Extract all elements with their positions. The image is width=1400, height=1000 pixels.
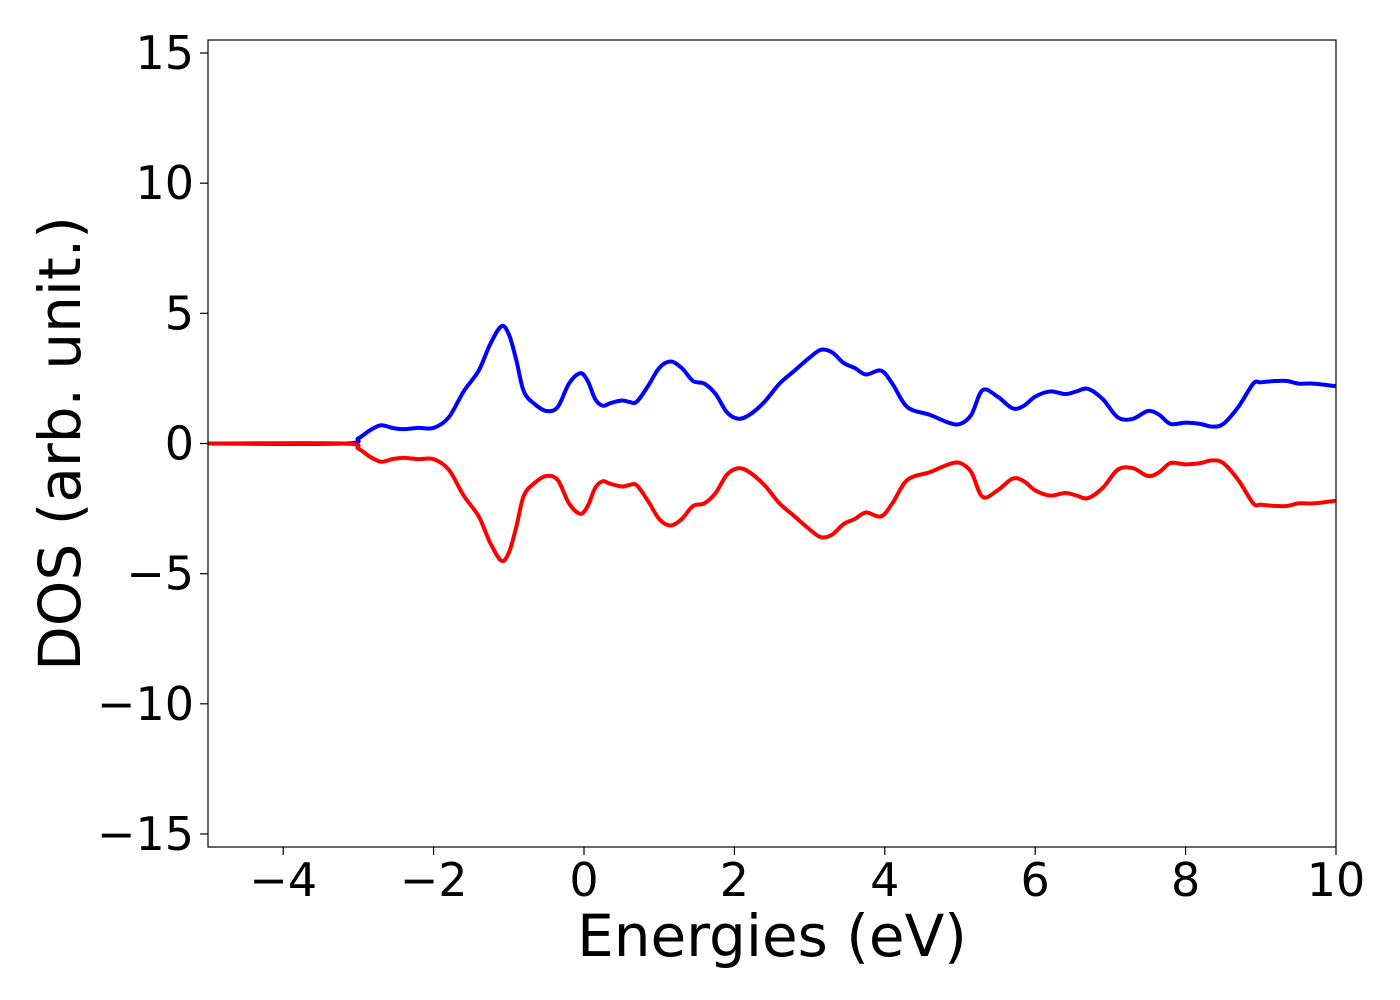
y-tick-label: 5 bbox=[165, 286, 194, 340]
x-tick-label: 8 bbox=[1171, 853, 1200, 907]
y-axis-label: DOS (arb. unit.) bbox=[26, 216, 94, 671]
y-tick-label: −15 bbox=[97, 807, 194, 861]
y-tick-label: −5 bbox=[126, 547, 194, 601]
series-line-spin-down bbox=[207, 441, 1337, 564]
x-tick-label: 0 bbox=[569, 853, 598, 907]
y-tick-label: 15 bbox=[135, 26, 194, 80]
x-tick-label: 2 bbox=[720, 853, 749, 907]
x-tick-label: 10 bbox=[1307, 853, 1366, 907]
x-tick-label: −2 bbox=[400, 853, 468, 907]
x-tick-label: 6 bbox=[1021, 853, 1050, 907]
series-layer bbox=[207, 323, 1337, 564]
y-tick-label: 10 bbox=[135, 156, 194, 210]
series-line-spin-up bbox=[207, 323, 1337, 446]
y-tick-label: 0 bbox=[165, 417, 194, 471]
x-tick-label: −4 bbox=[249, 853, 317, 907]
y-tick-label: −10 bbox=[97, 677, 194, 731]
x-tick-label: 4 bbox=[870, 853, 899, 907]
x-axis-label: Energies (eV) bbox=[577, 902, 967, 970]
y-axis-ticks: −15 −10 −5 0 5 10 15 bbox=[97, 26, 208, 861]
x-axis-ticks: −4 −2 0 2 4 6 8 10 bbox=[249, 847, 1365, 907]
